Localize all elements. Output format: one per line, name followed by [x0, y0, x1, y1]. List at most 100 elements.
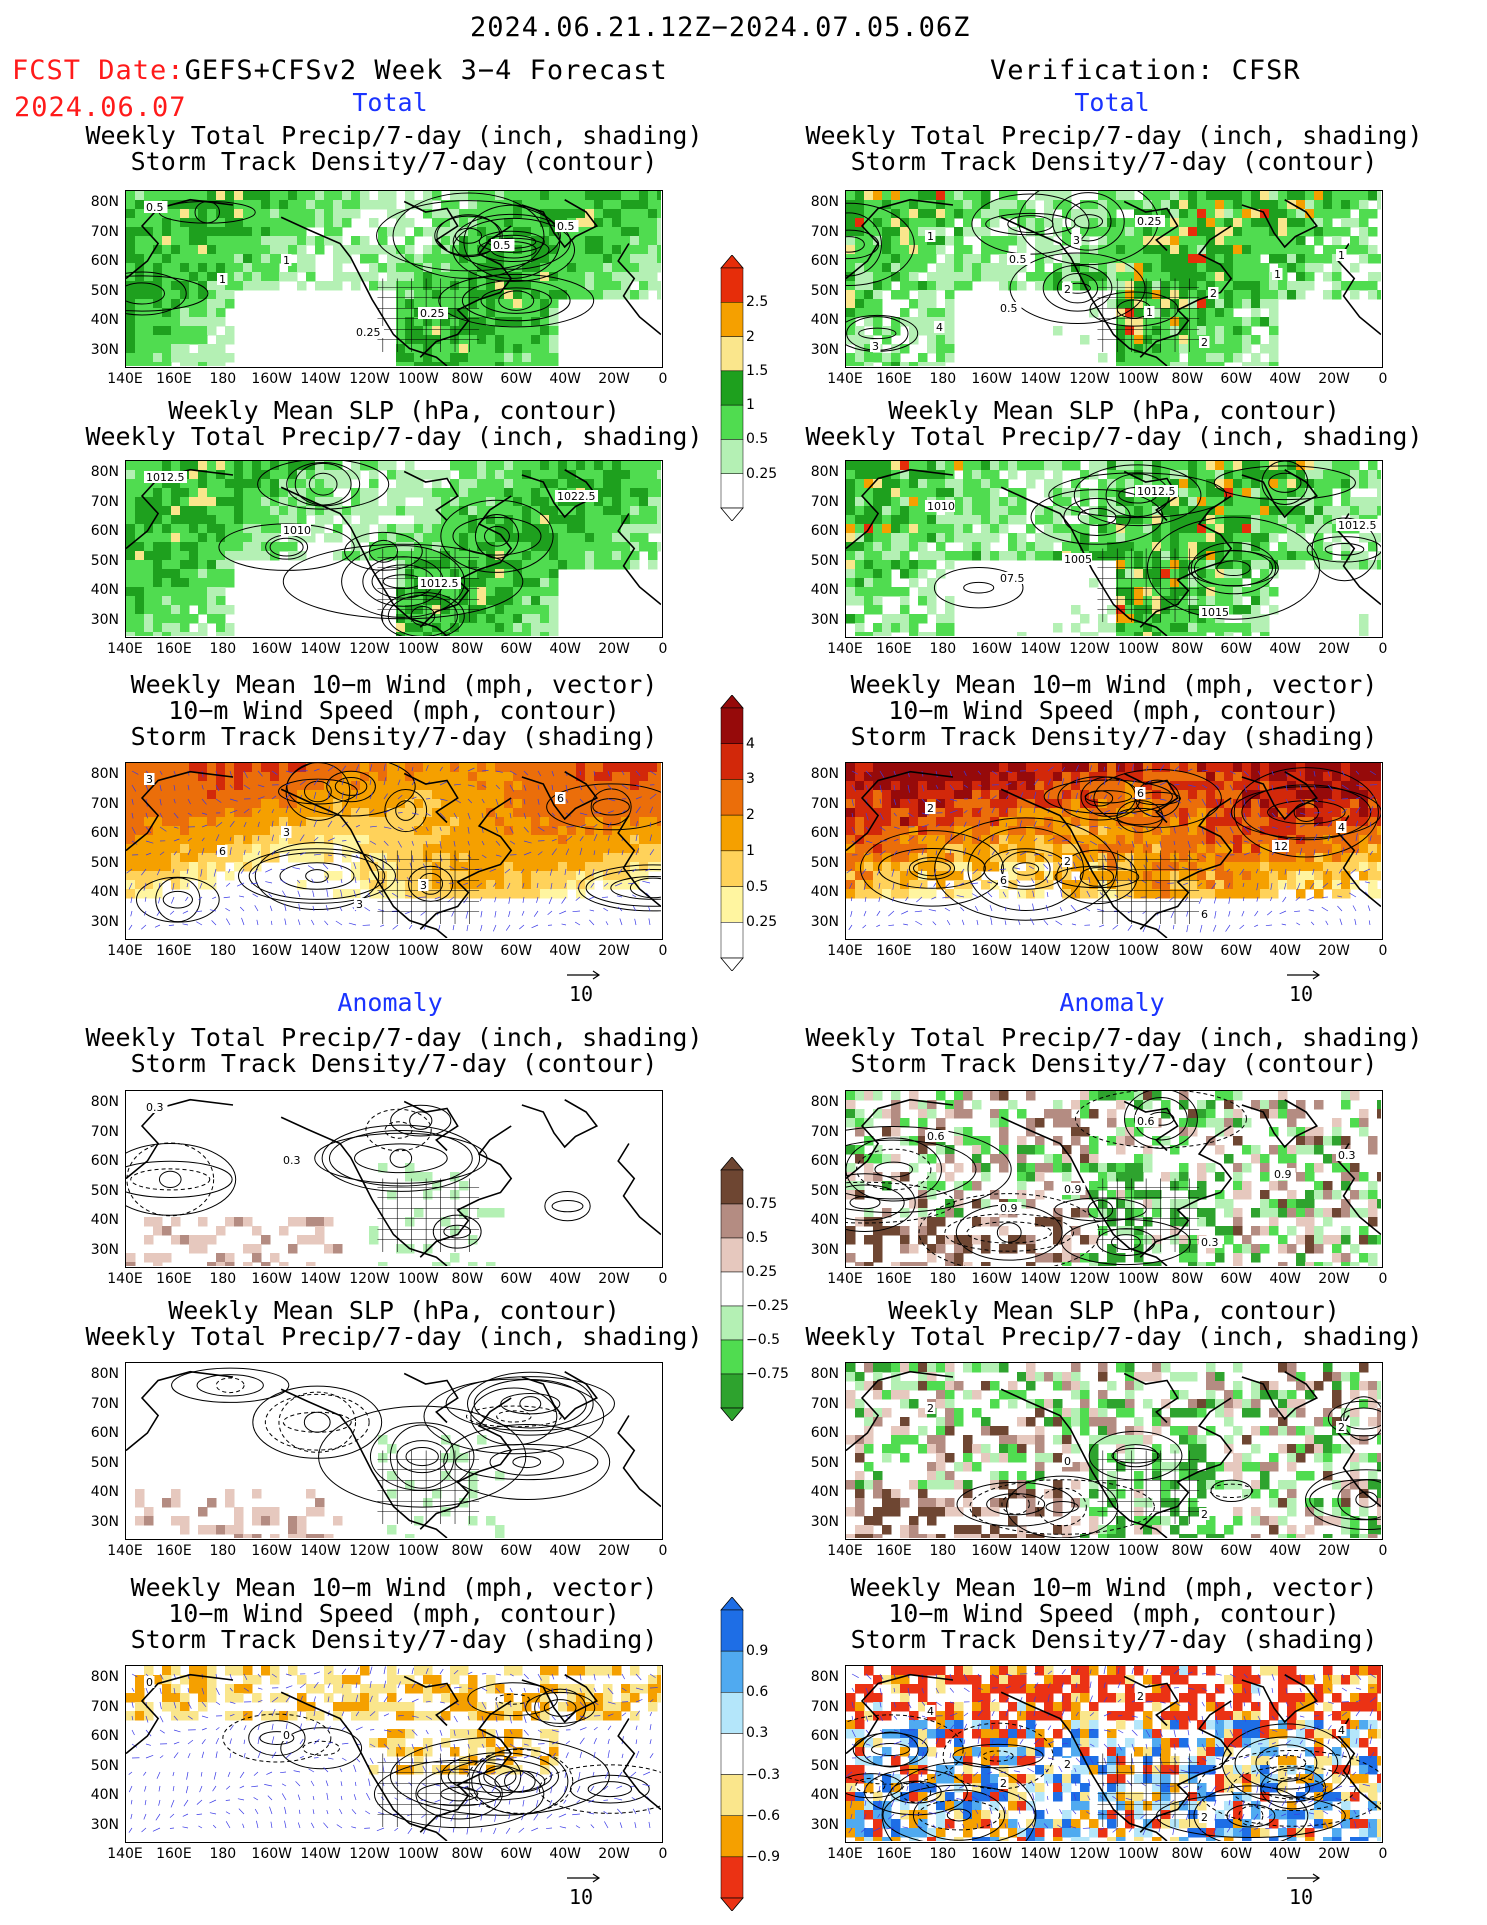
lat-tick-label: 60N	[90, 523, 119, 539]
colorbar-tick-label: 0.5	[746, 1230, 769, 1246]
colorbar-tick-label: 1	[746, 842, 755, 859]
lon-tick-label: 0	[1378, 1543, 1388, 1559]
lon-tick-label: 0	[658, 641, 668, 657]
p1-field-right: 1 2 2 1 0.5 0.25 1 4 3 2 3 0.5 1	[783, 177, 1387, 372]
lat-tick-label: 80N	[810, 464, 839, 480]
contour-label: 4	[1338, 821, 1345, 834]
colorbar-tick-label: 2	[746, 807, 755, 824]
contour-label: 2	[1137, 1690, 1144, 1703]
p4-title-right-1: Storm Track Density/7-day (contour)	[850, 1049, 1378, 1078]
contour-label: 2	[1210, 287, 1217, 300]
lat-tick-label: 80N	[810, 766, 839, 782]
contour-label: 1	[283, 254, 290, 267]
contour-label: 07.5	[1000, 572, 1025, 585]
lat-tick-label: 50N	[810, 854, 839, 871]
contour-label: 1012.5	[146, 471, 185, 484]
lat-tick-label: 60N	[90, 1728, 119, 1744]
lon-tick-label: 160E	[156, 943, 192, 959]
lat-tick-label: 50N	[810, 282, 839, 299]
contour-label: 1022.5	[557, 490, 596, 503]
colorbar-tick-label: −0.75	[746, 1366, 789, 1382]
lat-tick-label: 60N	[90, 1425, 119, 1441]
lon-tick-label: 80W	[1171, 641, 1204, 657]
lon-tick-label: 140E	[107, 641, 143, 657]
p4-title-left-1: Storm Track Density/7-day (contour)	[130, 1049, 658, 1078]
lon-tick-label: 120W	[1069, 943, 1110, 959]
vector-reference-arrow	[567, 1873, 601, 1883]
lon-tick-label: 120W	[1069, 641, 1110, 657]
lat-tick-label: 70N	[90, 1395, 119, 1412]
lon-tick-label: 60W	[1220, 641, 1253, 657]
contour-label: 2	[1201, 336, 1208, 349]
lon-tick-label: 80W	[1171, 1846, 1204, 1862]
contour-label: 1010	[283, 524, 311, 537]
lon-tick-label: 60W	[1220, 1271, 1253, 1287]
p2-title-right-0: Weekly Mean SLP (hPa, contour)	[888, 396, 1340, 425]
lon-tick-label: 100W	[1118, 1543, 1159, 1559]
section-total-right: Total	[1074, 88, 1150, 117]
lat-tick-label: 30N	[810, 341, 839, 358]
lon-tick-label: 180	[209, 1543, 237, 1559]
contour-label: 2	[1064, 855, 1071, 868]
lat-tick-label: 50N	[810, 1182, 839, 1199]
lon-tick-label: 140W	[300, 943, 341, 959]
p4-title-right-0: Weekly Total Precip/7-day (inch, shading…	[805, 1023, 1423, 1052]
lon-tick-label: 160E	[156, 641, 192, 657]
p2-title-left-1: Weekly Total Precip/7-day (inch, shading…	[85, 422, 703, 451]
lon-tick-label: 120W	[349, 1846, 390, 1862]
p1-title-right-1: Storm Track Density/7-day (contour)	[850, 147, 1378, 176]
p6-title-left-1: 10−m Wind Speed (mph, contour)	[168, 1599, 620, 1628]
date-range: 2024.06.21.12Z−2024.07.05.06Z	[470, 12, 971, 43]
lon-tick-label: 160E	[156, 1271, 192, 1287]
lon-tick-label: 160W	[251, 641, 292, 657]
colorbar-tick-label: 0.75	[746, 1196, 778, 1212]
contour-label: 0.5	[146, 201, 164, 214]
lat-tick-label: 60N	[90, 253, 119, 269]
lon-tick-label: 60W	[500, 371, 533, 387]
lon-tick-label: 120W	[349, 943, 390, 959]
contour-label: 1	[1146, 306, 1153, 319]
lat-tick-label: 80N	[90, 766, 119, 782]
lon-tick-label: 0	[1378, 1271, 1388, 1287]
contour-label: 0.5	[1009, 253, 1027, 266]
colorbar-tick-label: 0.3	[746, 1725, 769, 1742]
lat-tick-label: 60N	[810, 1728, 839, 1744]
lon-tick-label: 160W	[251, 371, 292, 387]
lon-tick-label: 40W	[549, 371, 581, 387]
lat-tick-label: 50N	[810, 552, 839, 569]
lon-tick-label: 180	[209, 371, 237, 387]
lon-tick-label: 60W	[500, 1271, 533, 1287]
p5-map-forecast	[125, 1362, 663, 1544]
lat-tick-label: 80N	[90, 1669, 119, 1685]
p3-title-right-1: 10−m Wind Speed (mph, contour)	[888, 696, 1340, 725]
lat-tick-label: 80N	[810, 194, 839, 210]
colorbar-tick-label: −0.5	[746, 1332, 780, 1348]
lon-tick-label: 120W	[349, 641, 390, 657]
contour-label: 0.25	[356, 326, 381, 339]
lat-tick-label: 60N	[810, 1425, 839, 1441]
p6-title-right-0: Weekly Mean 10−m Wind (mph, vector)	[850, 1573, 1378, 1602]
contour-label: 3	[146, 773, 153, 786]
contour-label: 1	[1274, 268, 1281, 281]
colorbar-precip_anom	[720, 1157, 744, 1421]
contour-label: 0.3	[146, 1101, 164, 1114]
contour-label: 1012.5	[1137, 485, 1176, 498]
lat-tick-label: 30N	[90, 1816, 119, 1833]
colorbar-precip_total	[720, 255, 744, 521]
lon-tick-label: 20W	[1318, 371, 1350, 387]
p3-field-left: 3 3 3 6 6 3	[125, 756, 728, 939]
lat-tick-label: 30N	[810, 913, 839, 930]
lon-tick-label: 120W	[1069, 371, 1110, 387]
lon-tick-label: 40W	[1269, 1271, 1301, 1287]
p5-title-right-1: Weekly Total Precip/7-day (inch, shading…	[805, 1322, 1423, 1351]
p2-field-right: 1010 1005 1015 1012.5 07.5 1012.5	[845, 460, 1387, 642]
lon-tick-label: 140W	[300, 371, 341, 387]
lon-tick-label: 120W	[349, 371, 390, 387]
lon-tick-label: 80W	[1171, 943, 1204, 959]
lat-tick-label: 40N	[810, 1212, 839, 1228]
p6-title-right-1: 10−m Wind Speed (mph, contour)	[888, 1599, 1340, 1628]
vector-reference-arrow	[1287, 1873, 1321, 1883]
lon-tick-label: 160E	[156, 371, 192, 387]
p4-title-left-0: Weekly Total Precip/7-day (inch, shading…	[85, 1023, 703, 1052]
lon-tick-label: 120W	[1069, 1846, 1110, 1862]
